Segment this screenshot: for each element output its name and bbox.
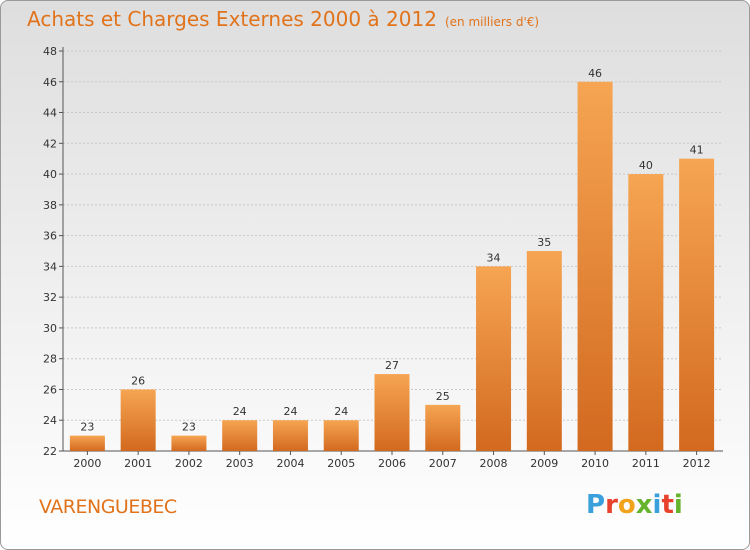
- logo-letter: P: [586, 490, 606, 520]
- y-tick-label: 30: [43, 322, 57, 335]
- bar: [69, 435, 105, 451]
- logo-letter: r: [605, 490, 618, 520]
- logo-letter: i: [673, 490, 683, 520]
- value-label: 34: [487, 251, 501, 264]
- x-tick-label: 2009: [530, 457, 558, 470]
- value-label: 35: [537, 236, 551, 249]
- logo-letter: i: [652, 490, 662, 520]
- value-label: 41: [690, 144, 704, 157]
- bar: [679, 158, 715, 451]
- logo-letter: t: [661, 490, 674, 520]
- value-label: 23: [80, 421, 94, 434]
- grid-lines: [63, 50, 723, 452]
- value-label: 24: [283, 405, 297, 418]
- x-tick-label: 2010: [581, 457, 609, 470]
- value-label: 46: [588, 67, 602, 80]
- bar: [222, 420, 258, 451]
- bar: [628, 174, 664, 452]
- bar: [425, 404, 461, 451]
- bar: [171, 435, 207, 451]
- value-label: 40: [639, 159, 653, 172]
- x-tick-label: 2000: [73, 457, 101, 470]
- bar: [120, 389, 156, 451]
- x-tick-label: 2008: [480, 457, 508, 470]
- chart-title: Achats et Charges Externes 2000 à 2012 (e…: [27, 7, 539, 31]
- x-tick-label: 2012: [683, 457, 711, 470]
- y-tick-label: 36: [43, 230, 57, 243]
- y-tick-label: 42: [43, 137, 57, 150]
- x-tick-label: 2007: [429, 457, 457, 470]
- value-label: 27: [385, 359, 399, 372]
- bar: [577, 81, 613, 452]
- y-tick-label: 48: [43, 45, 57, 58]
- x-tick-label: 2004: [276, 457, 304, 470]
- value-label: 25: [436, 390, 450, 403]
- y-tick-label: 38: [43, 199, 57, 212]
- bars: [69, 81, 715, 452]
- value-label: 24: [334, 405, 348, 418]
- y-tick-label: 44: [43, 107, 57, 120]
- y-tick-label: 46: [43, 76, 57, 89]
- proxiti-logo: Proxiti: [586, 490, 683, 520]
- y-tick-label: 34: [43, 260, 57, 273]
- value-label: 23: [182, 421, 196, 434]
- bar: [374, 374, 410, 451]
- value-label: 26: [131, 374, 145, 387]
- bar: [272, 420, 308, 451]
- x-tick-label: 2003: [226, 457, 254, 470]
- x-tick-label: 2005: [327, 457, 355, 470]
- x-tick-label: 2002: [175, 457, 203, 470]
- y-tick-label: 28: [43, 353, 57, 366]
- y-tick-label: 24: [43, 414, 57, 427]
- bar: [526, 251, 562, 451]
- x-tick-label: 2001: [124, 457, 152, 470]
- commune-name: VARENGUEBEC: [39, 496, 177, 518]
- logo-letter: o: [617, 490, 636, 520]
- value-label: 24: [233, 405, 247, 418]
- x-tick-label: 2011: [632, 457, 660, 470]
- tick-labels: 22 24 26 28 30 32 34 36 38 40 42 44 46 48 23 2000 26 2001…: [43, 45, 711, 470]
- y-tick-label: 32: [43, 291, 57, 304]
- y-tick-label: 40: [43, 168, 57, 181]
- y-tick-label: 26: [43, 383, 57, 396]
- bar: [323, 420, 359, 451]
- chart-subtitle: (en milliers d'€): [444, 15, 540, 29]
- chart-title-text: Achats et Charges Externes 2000 à 2012: [27, 7, 437, 31]
- y-tick-label: 22: [43, 445, 57, 458]
- logo-letter: x: [635, 490, 653, 520]
- x-tick-label: 2006: [378, 457, 406, 470]
- bar: [476, 266, 512, 451]
